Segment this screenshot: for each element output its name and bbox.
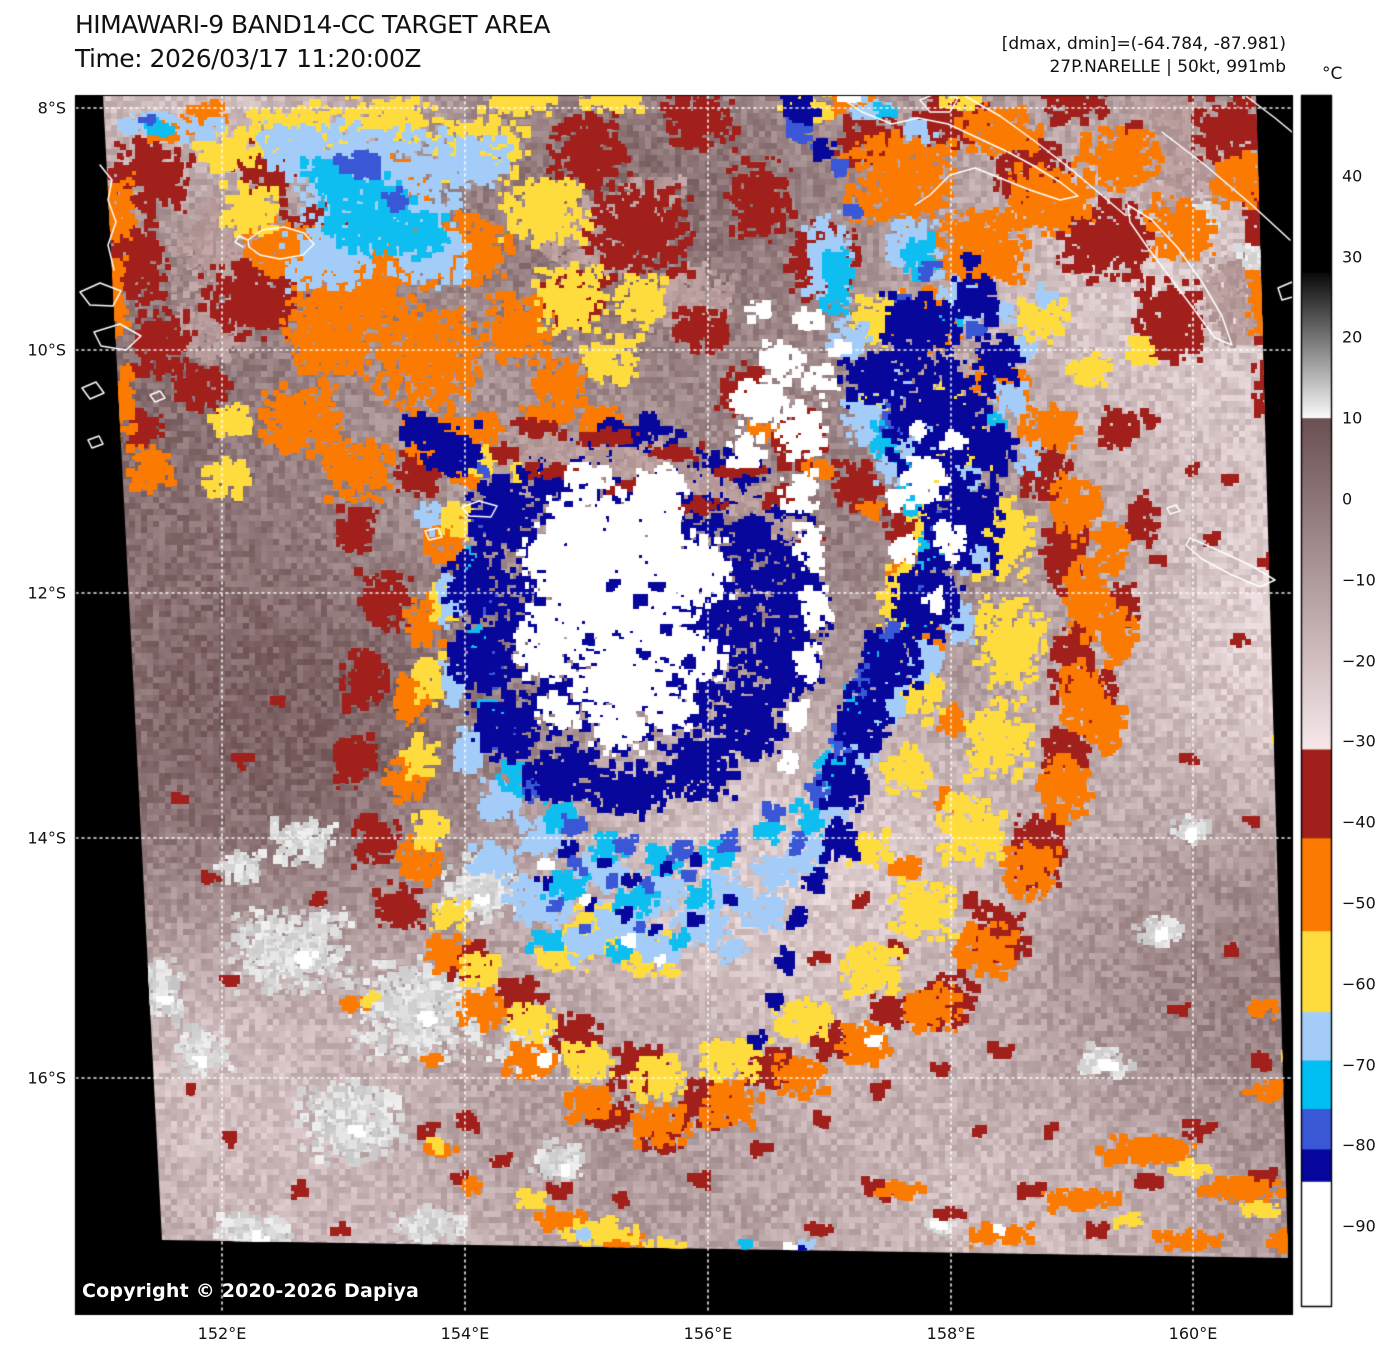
colorbar-unit-label: °C [1322,64,1343,84]
copyright-label: Copyright © 2020-2026 Dapiya [82,1280,420,1302]
colorbar-tick-label: 30 [1342,247,1363,267]
lon-tick-label: 158°E [926,1324,976,1343]
colorbar-tick-label: −70 [1342,1055,1376,1075]
lat-tick-label: 14°S [27,828,66,848]
storm-info-label: 27P.NARELLE | 50kt, 991mb [1049,57,1286,77]
colorbar-tick-label: 10 [1342,408,1363,428]
lat-tick-label: 16°S [27,1068,66,1088]
colorbar-tick-label: −10 [1342,570,1376,590]
lon-tick-label: 160°E [1168,1324,1218,1343]
lon-tick-label: 152°E [197,1324,247,1343]
colorbar-tick-label: 0 [1342,489,1353,509]
colorbar-tick-label: −20 [1342,651,1376,671]
timestamp-label: Time: 2026/03/17 11:20:00Z [75,44,422,73]
colorbar-tick-label: 20 [1342,327,1363,347]
lat-tick-label: 10°S [27,340,66,360]
lat-tick-label: 12°S [27,583,66,603]
lat-tick-label: 8°S [37,98,66,118]
colorbar-tick-label: 40 [1342,166,1363,186]
colorbar-tick-label: −30 [1342,731,1376,751]
colorbar-tick-label: −40 [1342,812,1376,832]
dmax-dmin-label: [dmax, dmin]=(-64.784, -87.981) [1001,34,1286,54]
colorbar-tick-label: −60 [1342,974,1376,994]
colorbar-tick-label: −90 [1342,1216,1376,1236]
page-title: HIMAWARI-9 BAND14-CC TARGET AREA [75,10,551,39]
lon-tick-label: 156°E [683,1324,733,1343]
lon-tick-label: 154°E [440,1324,490,1343]
colorbar-tick-label: −50 [1342,893,1376,913]
colorbar-tick-label: −80 [1342,1135,1376,1155]
